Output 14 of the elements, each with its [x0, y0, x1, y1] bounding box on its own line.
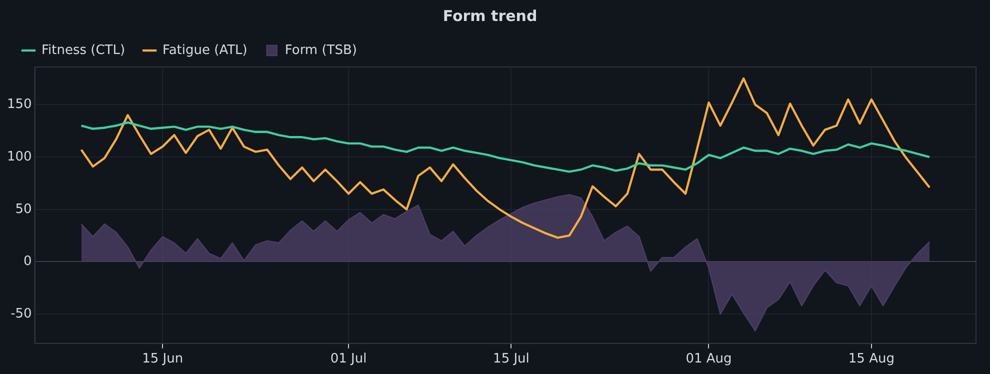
legend-label: Form (TSB): [284, 42, 357, 58]
x-tick-label: 15 Jul: [493, 352, 530, 367]
x-tick-label: 15 Jun: [142, 352, 184, 367]
y-tick-label: 50: [15, 202, 32, 217]
x-tick-label: 15 Aug: [848, 352, 894, 367]
legend-label: Fatigue (ATL): [162, 42, 248, 58]
y-tick-label: 0: [24, 254, 32, 270]
y-tick-label: -50: [10, 306, 32, 322]
x-tick-label: 01 Aug: [686, 352, 732, 367]
chart-title: Form trend: [442, 6, 538, 25]
y-tick-label: 150: [6, 97, 32, 112]
legend-label: Fitness (CTL): [42, 42, 126, 58]
y-tick-label: 100: [6, 149, 32, 164]
x-tick-label: 01 Jul: [330, 352, 367, 367]
